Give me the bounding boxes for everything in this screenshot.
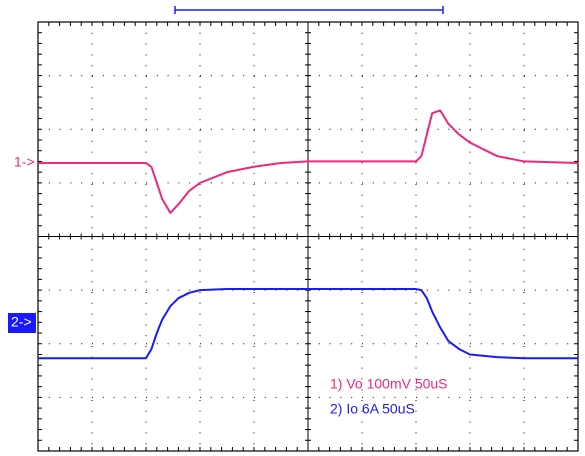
traces <box>38 109 579 360</box>
trace <box>38 109 579 214</box>
legend-entry: 1) Vo 100mV 50uS <box>330 376 448 392</box>
legend-entry: 2) Io 6A 50uS <box>330 401 415 417</box>
channel-2-marker-box <box>8 313 36 333</box>
memory-bracket <box>174 6 444 14</box>
graticule <box>37 21 579 452</box>
channel-1-marker: 1-> <box>14 154 35 170</box>
channel-2-marker: 2-> <box>11 314 32 330</box>
trace <box>38 288 578 360</box>
